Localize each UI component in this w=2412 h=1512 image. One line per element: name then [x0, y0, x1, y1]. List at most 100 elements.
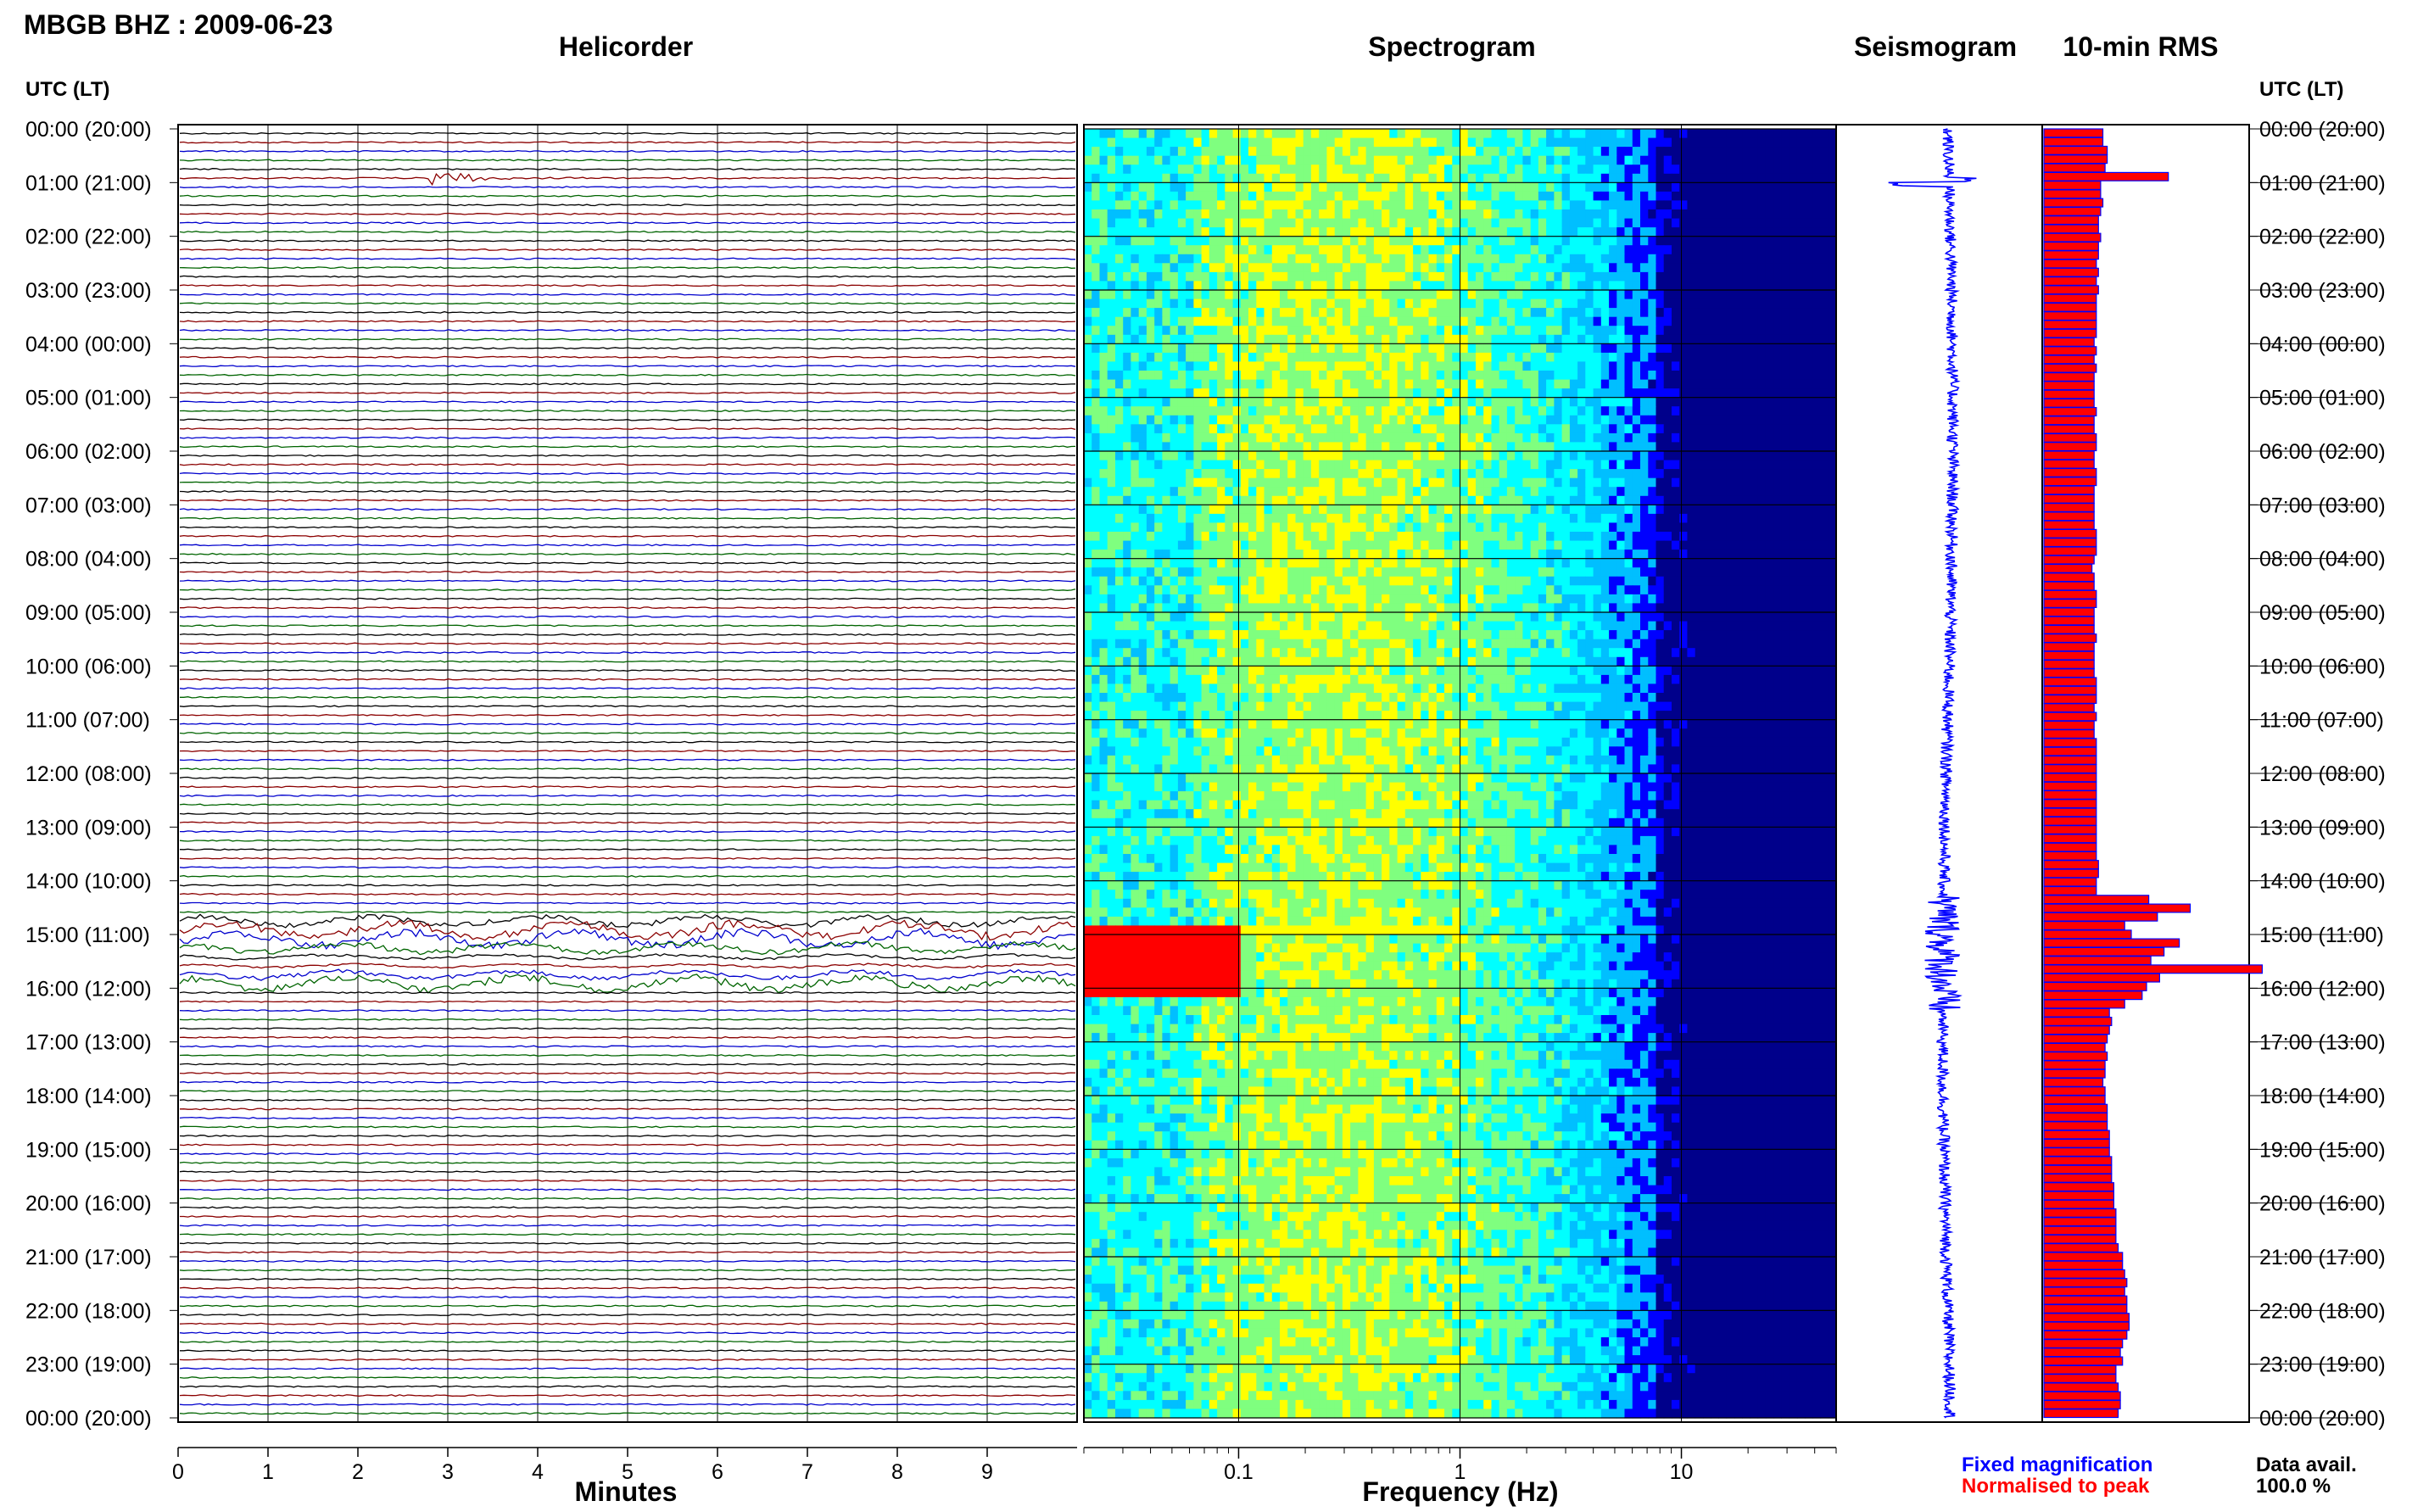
spectrogram-cell — [1382, 129, 1390, 138]
spectrogram-cell — [1326, 487, 1335, 496]
spectrogram-cell — [1468, 335, 1477, 344]
spectrogram-cell — [1178, 156, 1186, 165]
spectrogram-cell — [1468, 433, 1477, 443]
spectrogram-cell — [1695, 272, 1704, 282]
spectrogram-cell — [1248, 398, 1257, 407]
spectrogram-cell — [1695, 451, 1704, 460]
spectrogram-cell — [1718, 254, 1727, 264]
spectrogram-cell — [1633, 281, 1641, 290]
spectrogram-cell — [1476, 398, 1484, 407]
spectrogram-cell — [1241, 290, 1249, 299]
spectrogram-cell — [1366, 182, 1375, 192]
spectrogram-cell — [1773, 272, 1782, 282]
spectrogram-cell — [1742, 299, 1750, 309]
spectrogram-cell — [1209, 237, 1218, 246]
spectrogram-cell — [1202, 380, 1210, 389]
spectrogram-cell — [1531, 335, 1539, 344]
spectrogram-cell — [1805, 442, 1813, 451]
spectrogram-cell — [1531, 496, 1539, 505]
spectrogram-cell — [1664, 317, 1672, 326]
spectrogram-cell — [1750, 541, 1758, 550]
spectrogram-cell — [1570, 237, 1578, 246]
spectrogram-cell — [1718, 138, 1727, 148]
spectrogram-cell — [1398, 308, 1406, 317]
spectrogram-cell — [1405, 522, 1414, 532]
spectrogram-cell — [1750, 487, 1758, 496]
spectrogram-cell — [1594, 272, 1602, 282]
spectrogram-cell — [1601, 460, 1610, 470]
spectrogram-cell — [1287, 451, 1296, 460]
spectrogram-cell — [1507, 559, 1516, 568]
spectrogram-cell — [1154, 442, 1163, 451]
spectrogram-cell — [1225, 237, 1233, 246]
spectrogram-cell — [1193, 550, 1202, 559]
spectrogram-cell — [1515, 487, 1523, 496]
spectrogram-cell — [1186, 263, 1194, 272]
spectrogram-cell — [1366, 541, 1375, 550]
spectrogram-cell — [1648, 245, 1656, 254]
spectrogram-cell — [1687, 129, 1695, 138]
spectrogram-cell — [1515, 290, 1523, 299]
spectrogram-cell — [1515, 272, 1523, 282]
spectrogram-cell — [1100, 532, 1108, 541]
spectrogram-cell — [1711, 559, 1719, 568]
spectrogram-cell — [1366, 522, 1375, 532]
spectrogram-cell — [1601, 416, 1610, 425]
spectrogram-cell — [1648, 200, 1656, 209]
spectrogram-cell — [1108, 317, 1116, 326]
spectrogram-cell — [1695, 469, 1704, 478]
spectrogram-cell — [1186, 272, 1194, 282]
spectrogram-cell — [1476, 254, 1484, 264]
spectrogram-cell — [1460, 299, 1469, 309]
spectrogram-cell — [1616, 343, 1625, 353]
spectrogram-cell — [1812, 478, 1821, 488]
spectrogram-cell — [1366, 209, 1375, 219]
spectrogram-cell — [1335, 343, 1343, 353]
spectrogram-cell — [1162, 361, 1170, 371]
spectrogram-cell — [1343, 380, 1351, 389]
spectrogram-cell — [1115, 138, 1124, 148]
spectrogram-cell — [1633, 343, 1641, 353]
spectrogram-cell — [1499, 442, 1508, 451]
spectrogram-cell — [1562, 361, 1571, 371]
spectrogram-cell — [1374, 487, 1382, 496]
spectrogram-cell — [1781, 299, 1789, 309]
spectrogram-cell — [1296, 254, 1304, 264]
spectrogram-cell — [1672, 317, 1680, 326]
spectrogram-cell — [1695, 165, 1704, 174]
spectrogram-cell — [1687, 343, 1695, 353]
spectrogram-cell — [1672, 192, 1680, 201]
spectrogram-cell — [1742, 353, 1750, 362]
spectrogram-cell — [1248, 237, 1257, 246]
spectrogram-cell — [1100, 281, 1108, 290]
spectrogram-cell — [1100, 380, 1108, 389]
spectrogram-cell — [1616, 308, 1625, 317]
spectrogram-cell — [1437, 361, 1445, 371]
spectrogram-cell — [1821, 237, 1829, 246]
spectrogram-cell — [1405, 272, 1414, 282]
spectrogram-cell — [1821, 245, 1829, 254]
spectrogram-cell — [1609, 209, 1617, 219]
spectrogram-cell — [1656, 237, 1665, 246]
spectrogram-cell — [1421, 371, 1429, 380]
spectrogram-cell — [1554, 317, 1562, 326]
spectrogram-cell — [1711, 451, 1719, 460]
spectrogram-cell — [1672, 254, 1680, 264]
spectrogram-cell — [1272, 165, 1281, 174]
spectrogram-cell — [1154, 380, 1163, 389]
spectrogram-cell — [1444, 371, 1453, 380]
spectrogram-cell — [1123, 353, 1131, 362]
spectrogram-cell — [1217, 380, 1226, 389]
seismogram-title: Seismogram — [1854, 31, 2017, 62]
spectrogram-cell — [1758, 272, 1767, 282]
spectrogram-cell — [1100, 353, 1108, 362]
spectrogram-cell — [1812, 361, 1821, 371]
spectrogram-cell — [1718, 550, 1727, 559]
spectrogram-cell — [1546, 496, 1555, 505]
spectrogram-cell — [1304, 406, 1312, 416]
spectrogram-cell — [1429, 406, 1438, 416]
spectrogram-cell — [1616, 272, 1625, 282]
spectrogram-cell — [1758, 424, 1767, 433]
spectrogram-cell — [1492, 245, 1500, 254]
spectrogram-cell — [1162, 308, 1170, 317]
